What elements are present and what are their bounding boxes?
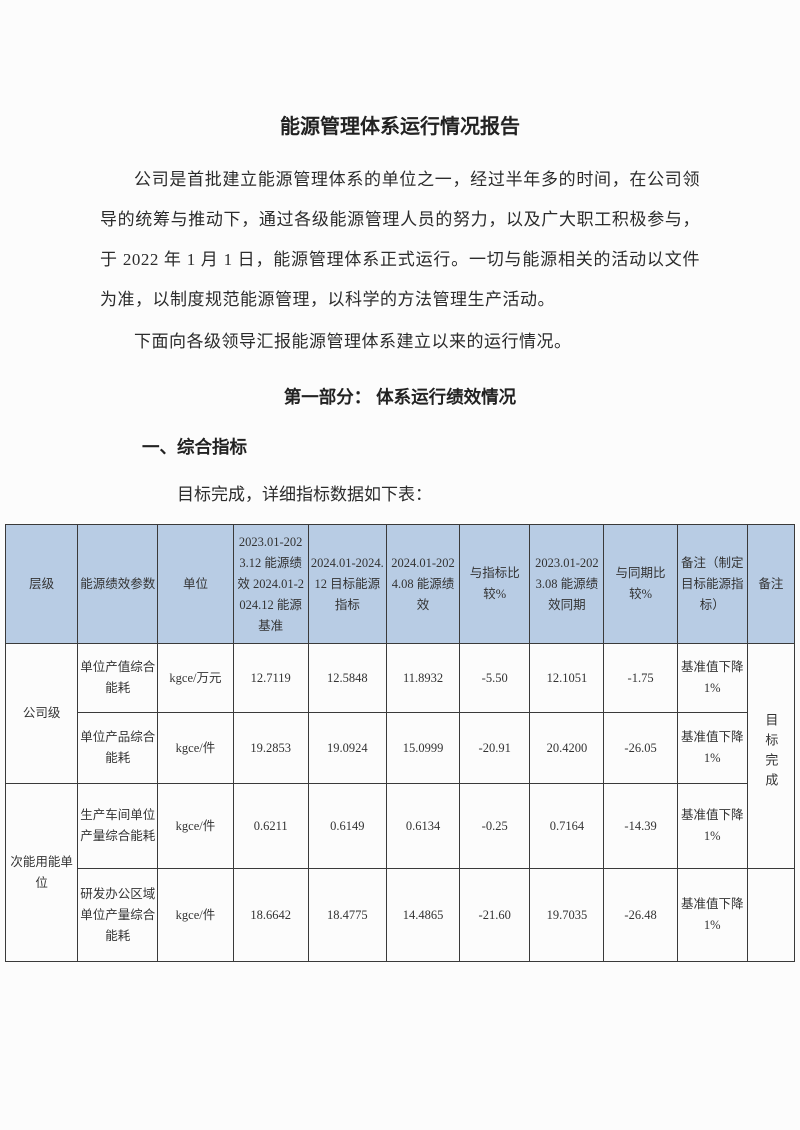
param-cell: 单位产值综合能耗 bbox=[77, 643, 159, 713]
note-cell: 基准值下降1% bbox=[676, 868, 748, 962]
remark-empty-cell bbox=[746, 868, 796, 962]
unit-cell: kgce/件 bbox=[157, 783, 234, 869]
vs-period-cell: -1.75 bbox=[603, 643, 678, 713]
document-title: 能源管理体系运行情况报告 bbox=[280, 116, 520, 138]
vs-period-cell: -14.39 bbox=[603, 783, 678, 869]
performance-cell: 0.6134 bbox=[385, 783, 461, 869]
section-heading-comprehensive-indicators: 一、综合指标 bbox=[142, 437, 247, 457]
header-baseline: 2023.01-2023.12 能源绩效 2024.01-2024.12 能源基… bbox=[232, 524, 309, 644]
table-row: 单位产品综合能耗 kgce/件 19.2853 19.0924 15.0999 … bbox=[6, 712, 795, 784]
performance-cell: 11.8932 bbox=[385, 643, 461, 713]
unit-cell: kgce/件 bbox=[157, 868, 234, 962]
unit-cell: kgce/万元 bbox=[157, 643, 234, 713]
param-cell: 研发办公区域单位产量综合能耗 bbox=[77, 868, 159, 962]
header-same-period: 2023.01-2023.08 能源绩效同期 bbox=[529, 524, 605, 644]
energy-indicator-table: 层级 能源绩效参数 单位 2023.01-2023.12 能源绩效 2024.0… bbox=[4, 524, 796, 962]
unit-cell: kgce/件 bbox=[157, 712, 234, 784]
header-vs-period: 与同期比较% bbox=[603, 524, 678, 644]
note-cell: 基准值下降1% bbox=[676, 643, 748, 713]
target-cell: 18.4775 bbox=[307, 868, 387, 962]
baseline-cell: 19.2853 bbox=[232, 712, 309, 784]
baseline-cell: 12.7119 bbox=[232, 643, 309, 713]
header-level: 层级 bbox=[4, 524, 79, 644]
target-cell: 19.0924 bbox=[307, 712, 387, 784]
part-one-heading: 第一部分： 体系运行绩效情况 bbox=[283, 387, 517, 407]
vs-target-cell: -0.25 bbox=[459, 783, 531, 869]
header-unit: 单位 bbox=[157, 524, 234, 644]
header-performance: 2024.01-2024.08 能源绩效 bbox=[385, 524, 461, 644]
performance-cell: 15.0999 bbox=[385, 712, 461, 784]
baseline-cell: 0.6211 bbox=[232, 783, 309, 869]
vs-target-cell: -21.60 bbox=[459, 868, 531, 962]
note-cell: 基准值下降1% bbox=[676, 712, 748, 784]
same-period-cell: 0.7164 bbox=[529, 783, 605, 869]
performance-cell: 14.4865 bbox=[385, 868, 461, 962]
paragraph-intro: 公司是首批建立能源管理体系的单位之一，经过半年多的时间，在公司领导的统筹与推动下… bbox=[100, 170, 700, 309]
header-target: 2024.01-2024.12 目标能源指标 bbox=[307, 524, 387, 644]
table-row: 公司级 单位产值综合能耗 kgce/万元 12.7119 12.5848 11.… bbox=[4, 643, 796, 869]
table-row: 研发办公区域单位产量综合能耗 kgce/件 18.6642 18.4775 14… bbox=[6, 868, 796, 962]
vs-target-cell: -20.91 bbox=[459, 712, 531, 784]
remark-merged-cell: 目标完成 bbox=[746, 643, 796, 869]
level-cell-sub-unit: 次能用能单位 bbox=[4, 783, 79, 962]
vs-period-cell: -26.05 bbox=[603, 712, 678, 784]
table-intro-text: 目标完成，详细指标数据如下表： bbox=[177, 485, 432, 504]
param-cell: 单位产品综合能耗 bbox=[77, 712, 159, 784]
param-cell: 生产车间单位产量综合能耗 bbox=[77, 783, 159, 869]
header-param: 能源绩效参数 bbox=[77, 524, 159, 644]
same-period-cell: 12.1051 bbox=[529, 643, 605, 713]
target-cell: 12.5848 bbox=[307, 643, 387, 713]
same-period-cell: 20.4200 bbox=[529, 712, 605, 784]
header-remark: 备注 bbox=[746, 524, 796, 644]
note-cell: 基准值下降1% bbox=[676, 783, 748, 869]
vs-target-cell: -5.50 bbox=[459, 643, 531, 713]
paragraph-report-lead: 下面向各级领导汇报能源管理体系建立以来的运行情况。 bbox=[134, 332, 572, 351]
table-header-row: 层级 能源绩效参数 单位 2023.01-2023.12 能源绩效 2024.0… bbox=[4, 524, 796, 644]
level-cell-company: 公司级 bbox=[4, 643, 79, 784]
target-cell: 0.6149 bbox=[307, 783, 387, 869]
remark-vertical-text: 目标完成 bbox=[763, 712, 779, 793]
vs-period-cell: -26.48 bbox=[603, 868, 678, 962]
table-row: 次能用能单位 生产车间单位产量综合能耗 kgce/件 0.6211 0.6149… bbox=[4, 783, 795, 962]
same-period-cell: 19.7035 bbox=[529, 868, 605, 962]
header-note: 备注（制定目标能源指标） bbox=[676, 524, 748, 644]
baseline-cell: 18.6642 bbox=[232, 868, 309, 962]
header-vs-target: 与指标比较% bbox=[459, 524, 531, 644]
